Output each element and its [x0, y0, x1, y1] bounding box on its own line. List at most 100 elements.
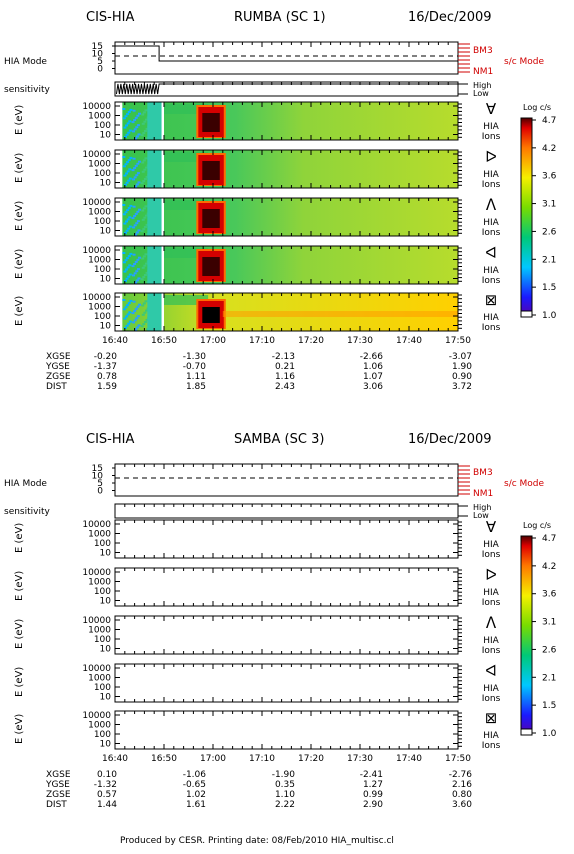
footer-credit: Produced by CESR. Printing date: 08/Feb/… — [120, 836, 394, 846]
low-count-speckle — [137, 181, 141, 184]
energy-tick-label: 1000 — [88, 256, 111, 266]
ephem-row-label: XGSE — [46, 352, 71, 362]
panel-frame — [114, 292, 459, 332]
direction-glyph: ᐱ — [486, 614, 497, 632]
low-count-speckle — [125, 277, 129, 280]
low-count-speckle — [141, 170, 145, 173]
low-count-speckle — [136, 162, 140, 165]
panel-frame — [114, 710, 459, 750]
low-count-speckle — [133, 176, 137, 179]
low-count-speckle — [132, 300, 136, 303]
ephem-value: 1.44 — [97, 800, 117, 810]
energy-tick-label: 1000 — [88, 674, 111, 684]
low-count-speckle — [143, 274, 147, 276]
colorbar-tick-label: 1.5 — [542, 701, 556, 711]
ephem-value: -1.06 — [183, 770, 207, 780]
mode-tick-label: 5 — [97, 479, 103, 489]
hia-label: HIA — [483, 588, 499, 598]
colorbar-tick-label: 1.5 — [542, 283, 556, 293]
ephem-value: 1.11 — [186, 372, 206, 382]
saturated-flux — [202, 113, 220, 132]
ephem-value: 1.02 — [186, 790, 206, 800]
ephem-row-label: ZGSE — [46, 372, 71, 382]
low-count-speckle — [136, 124, 140, 127]
low-count-speckle — [131, 265, 135, 268]
low-count-speckle — [127, 111, 131, 113]
low-count-speckle — [123, 231, 127, 234]
low-count-speckle — [129, 156, 133, 159]
mode-tick-label: 0 — [97, 487, 103, 497]
data-gap — [115, 293, 123, 331]
mode-change-gap — [161, 150, 164, 188]
mode-change-gap — [161, 246, 164, 284]
colorbar-tick-label: 3.6 — [542, 172, 557, 182]
low-count-speckle — [126, 313, 130, 316]
time-tick-label: 16:40 — [102, 336, 128, 346]
energy-tick-label: 10000 — [82, 198, 111, 208]
ephem-value: 1.06 — [363, 362, 383, 372]
ephem-value: 1.90 — [452, 362, 472, 372]
low-count-speckle — [144, 309, 148, 312]
ions-label: Ions — [482, 646, 501, 656]
low-count-speckle — [136, 172, 140, 175]
colorbar-tick-label: 3.6 — [542, 590, 557, 600]
low-count-speckle — [124, 306, 128, 309]
sensitivity-label: sensitivity — [4, 507, 51, 517]
low-count-speckle — [128, 225, 132, 228]
low-count-speckle — [124, 211, 128, 214]
direction-glyph: ᐱ — [486, 196, 497, 214]
instrument-title: CIS-HIA — [86, 10, 134, 25]
time-tick-label: 16:50 — [151, 754, 177, 764]
energy-tick-label: 10000 — [82, 616, 111, 626]
low-count-speckle — [126, 304, 130, 307]
low-count-speckle — [123, 317, 127, 320]
hia-mode-frame — [114, 463, 459, 497]
low-count-speckle — [125, 124, 129, 127]
ions-label: Ions — [482, 180, 501, 190]
colorbar-tick-label: 3.1 — [542, 200, 556, 210]
hia-mode-trace — [115, 45, 458, 62]
energy-axis-label: E (eV) — [14, 249, 25, 279]
low-count-speckle — [127, 179, 131, 182]
low-count-speckle — [126, 209, 130, 212]
nm1-label: NM1 — [473, 67, 493, 77]
time-tick-label: 16:50 — [151, 336, 177, 346]
low-count-speckle — [142, 323, 146, 326]
low-count-speckle — [136, 315, 140, 318]
low-count-speckle — [135, 222, 139, 225]
low-count-speckle — [129, 204, 133, 207]
ephem-value: 2.22 — [275, 800, 295, 810]
low-count-speckle — [125, 220, 129, 223]
low-count-speckle — [141, 257, 145, 260]
low-count-speckle — [133, 119, 137, 121]
ions-label: Ions — [482, 132, 501, 142]
low-count-speckle — [145, 175, 149, 178]
colorbar-tick-label: 1.0 — [542, 729, 557, 739]
low-count-speckle — [144, 205, 148, 208]
ephem-value: 0.21 — [275, 362, 295, 372]
ephem-row-label: XGSE — [46, 770, 71, 780]
low-count-speckle — [123, 135, 127, 138]
low-count-speckle — [129, 252, 133, 255]
spacecraft-title: RUMBA (SC 1) — [234, 10, 326, 25]
energy-tick-label: 1000 — [88, 112, 111, 122]
low-count-speckle — [127, 302, 131, 304]
ephem-value: 0.99 — [363, 790, 383, 800]
low-count-speckle — [127, 207, 131, 209]
sensitivity-trace — [115, 83, 458, 95]
magnetosheath-band — [147, 293, 162, 331]
data-gap — [115, 102, 123, 140]
low-count-speckle — [123, 222, 127, 225]
mode-tick-label: 10 — [92, 50, 104, 60]
low-count-speckle — [133, 263, 137, 265]
energy-tick-label: 100 — [94, 539, 111, 549]
ephem-value: 3.06 — [363, 382, 383, 392]
low-count-speckle — [141, 313, 145, 316]
low-count-speckle — [126, 257, 130, 260]
low-count-speckle — [127, 227, 131, 230]
saturated-flux — [202, 161, 220, 180]
low-count-speckle — [143, 226, 147, 228]
ions-label: Ions — [482, 598, 501, 608]
low-count-speckle — [122, 213, 126, 216]
